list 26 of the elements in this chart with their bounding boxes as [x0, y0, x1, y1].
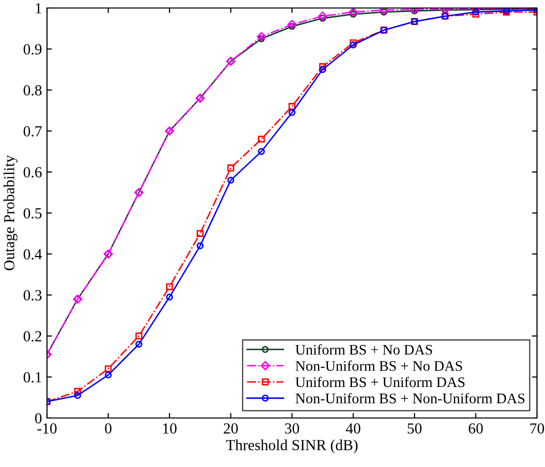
x-tick-label: -10 — [37, 423, 57, 434]
y-tick-label: 0.9 — [24, 44, 42, 55]
y-tick-label: 0.3 — [24, 290, 42, 301]
x-axis-title: Threshold SINR (dB) — [226, 439, 358, 454]
y-tick-label: 0.4 — [24, 249, 42, 260]
y-tick-label: 0.1 — [24, 372, 42, 383]
y-tick-label: 0.2 — [24, 331, 42, 342]
y-axis-title: Outage Probability — [4, 155, 18, 270]
legend-label: Non-Uniform BS + Non-Uniform DAS — [296, 392, 524, 404]
y-tick-label: 0.6 — [24, 167, 42, 178]
x-tick-label: 0 — [105, 423, 112, 434]
x-tick-label: 30 — [285, 423, 300, 434]
x-tick-label: 10 — [163, 423, 177, 434]
y-tick-label: 0.5 — [24, 208, 42, 219]
x-tick-label: 70 — [530, 423, 544, 434]
x-tick-label: 60 — [468, 423, 483, 434]
x-tick-label: 50 — [408, 423, 422, 434]
y-tick-label: 1 — [36, 3, 42, 14]
legend-label: Uniform BS + Uniform DAS — [295, 376, 464, 388]
legend-label: Non-Uniform BS + No DAS — [296, 360, 462, 371]
x-tick-label: 40 — [346, 423, 360, 434]
x-tick-label: 20 — [224, 423, 238, 434]
y-tick-label: 0.8 — [24, 85, 42, 96]
y-tick-label: 0 — [35, 413, 42, 424]
y-tick-label: 0.7 — [24, 126, 42, 137]
legend-label: Uniform BS + No DAS — [295, 344, 432, 355]
